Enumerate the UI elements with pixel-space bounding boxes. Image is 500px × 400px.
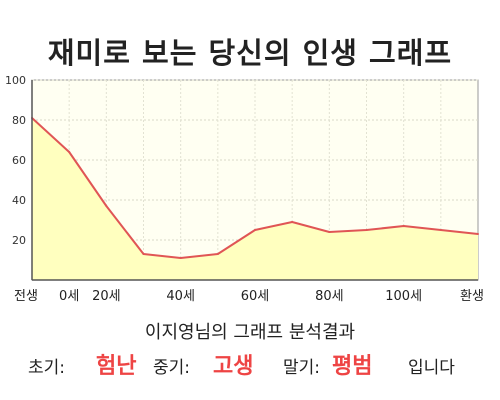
x-tick-label: 60세 xyxy=(241,289,270,304)
area-fill xyxy=(32,118,478,280)
late-value: 평범 xyxy=(332,354,373,379)
data-point xyxy=(402,225,405,227)
data-point xyxy=(68,151,71,153)
result-row: 초기: 험난 중기: 고생 말기: 평범 입니다 xyxy=(0,347,500,383)
y-tick-label: 80 xyxy=(12,114,26,127)
y-tick-label: 100 xyxy=(5,74,26,87)
data-point xyxy=(365,229,368,231)
data-point xyxy=(142,253,145,255)
y-tick-label: 60 xyxy=(12,154,26,167)
x-tick-label: 20세 xyxy=(92,289,121,304)
data-point xyxy=(105,205,108,207)
data-point xyxy=(216,253,219,255)
x-tick-label: 전생 xyxy=(14,289,38,304)
x-tick-label: 환생 xyxy=(460,289,484,304)
data-point xyxy=(291,221,294,223)
chart-title: 재미로 보는 당신의 인생 그래프 xyxy=(47,36,453,70)
data-point xyxy=(477,233,479,235)
mid-value: 고생 xyxy=(213,354,254,379)
late-label: 말기: xyxy=(283,358,321,378)
data-point xyxy=(439,229,442,231)
result-suffix: 입니다 xyxy=(408,358,455,378)
y-tick-label: 40 xyxy=(12,194,26,207)
y-tick-label: 20 xyxy=(12,234,26,247)
data-point xyxy=(328,231,331,233)
data-point xyxy=(179,257,182,259)
data-point xyxy=(254,229,256,231)
early-label: 초기: xyxy=(28,358,66,378)
x-tick-label: 40세 xyxy=(166,289,195,304)
life-graph-chart: 20 40 60 80 100 전생 0세 20세 40세 60세 80세 100세 환생 xyxy=(5,74,484,304)
mid-label: 중기: xyxy=(153,358,191,378)
result-title: 이지영님의 그래프 분석결과 xyxy=(144,322,356,343)
x-tick-label: 100세 xyxy=(385,289,422,304)
x-tick-label: 80세 xyxy=(315,289,344,304)
x-tick-label: 0세 xyxy=(59,289,79,304)
early-value: 험난 xyxy=(96,354,137,379)
